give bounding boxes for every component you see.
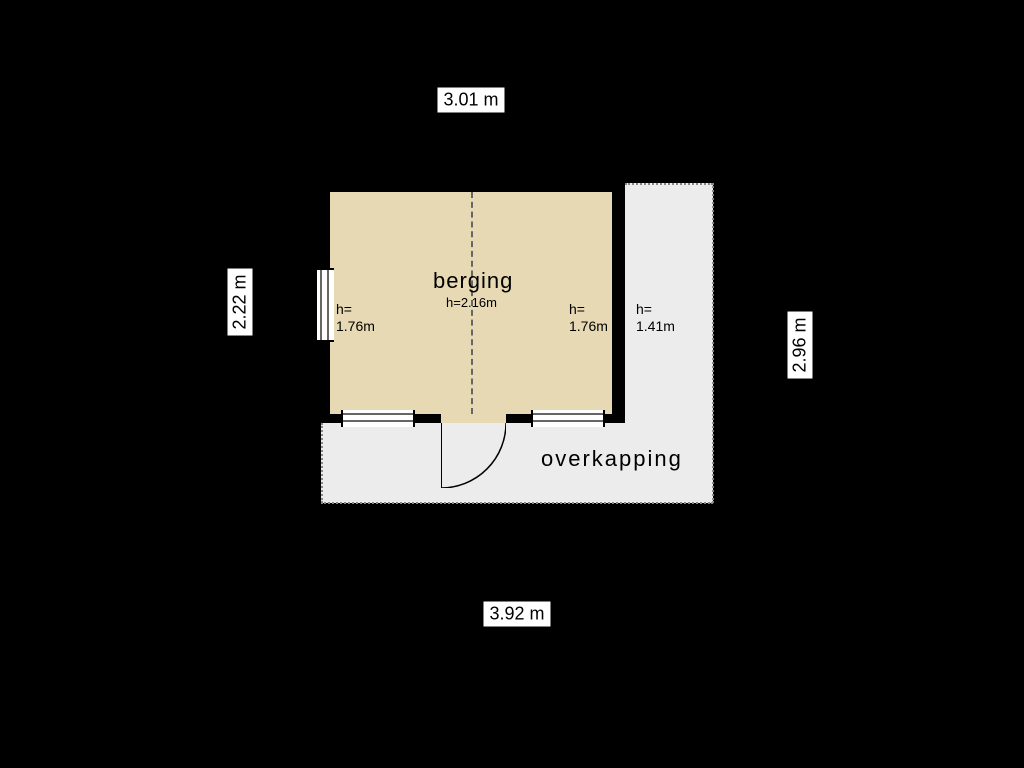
berging-right-height: h= 1.76m	[569, 301, 608, 335]
window-left	[317, 268, 334, 342]
dimension-right: 2.96 m	[788, 311, 813, 378]
overkapping-height-top: h=	[636, 301, 652, 317]
overkapping-height-val: 1.41m	[636, 318, 675, 334]
dimension-top: 3.01 m	[437, 88, 504, 113]
window-bottom-left	[341, 410, 415, 427]
berging-center-height: h=2.16m	[446, 295, 497, 310]
overkapping-height: h= 1.41m	[636, 301, 675, 335]
overkapping-title: overkapping	[541, 446, 683, 472]
overkapping-border-right	[712, 183, 714, 503]
window-bottom-right	[531, 410, 605, 427]
overkapping-border-left	[321, 423, 323, 503]
berging-right-height-val: 1.76m	[569, 318, 608, 334]
overkapping-border-top	[625, 183, 713, 185]
overkapping-border-bottom	[321, 502, 713, 504]
berging-left-height-val: 1.76m	[336, 318, 375, 334]
dimension-bottom: 3.92 m	[483, 602, 550, 627]
berging-left-height: h= 1.76m	[336, 301, 375, 335]
berging-left-height-top: h=	[336, 301, 352, 317]
dimension-left: 2.22 m	[228, 268, 253, 335]
berging-title: berging	[433, 268, 513, 294]
floor-plan: berging h=2.16m h= 1.76m h= 1.76m h= 1.4…	[321, 183, 713, 503]
door-opening	[441, 414, 506, 423]
berging-right-height-top: h=	[569, 301, 585, 317]
